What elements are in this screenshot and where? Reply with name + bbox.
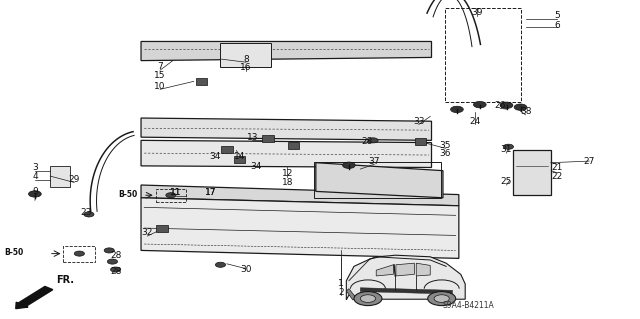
Polygon shape — [376, 265, 394, 276]
Text: 1: 1 — [339, 279, 344, 288]
Text: 18: 18 — [282, 178, 293, 187]
Polygon shape — [513, 150, 551, 195]
Text: FR.: FR. — [56, 275, 74, 285]
Text: 38: 38 — [520, 107, 531, 116]
Text: 28: 28 — [110, 267, 122, 276]
Bar — [50, 166, 70, 187]
Polygon shape — [346, 289, 357, 300]
Bar — [415, 138, 426, 145]
Text: 33: 33 — [413, 117, 424, 126]
Text: 11: 11 — [170, 188, 182, 197]
Circle shape — [29, 191, 41, 197]
Text: 32: 32 — [141, 228, 153, 237]
Text: 27: 27 — [584, 157, 595, 166]
Text: 23: 23 — [80, 208, 92, 217]
Circle shape — [503, 144, 513, 149]
Circle shape — [108, 259, 118, 264]
Text: 25: 25 — [501, 177, 512, 186]
Circle shape — [428, 292, 456, 306]
Bar — [445, 8, 521, 102]
Text: 26: 26 — [495, 101, 506, 110]
Circle shape — [216, 262, 225, 267]
Text: 8: 8 — [243, 55, 249, 63]
Circle shape — [111, 267, 121, 272]
Text: 6: 6 — [554, 21, 560, 30]
Text: 31: 31 — [500, 145, 512, 154]
Text: 9: 9 — [32, 187, 38, 196]
Bar — [221, 43, 271, 67]
Bar — [196, 78, 207, 85]
Text: 28: 28 — [110, 251, 122, 260]
Text: 22: 22 — [552, 172, 563, 181]
Text: 5: 5 — [554, 11, 560, 20]
Text: 35: 35 — [440, 141, 451, 150]
Text: 24: 24 — [469, 117, 481, 126]
Bar — [234, 156, 245, 163]
Circle shape — [451, 106, 463, 113]
Bar — [262, 135, 274, 142]
Text: 4: 4 — [32, 172, 38, 181]
Text: 12: 12 — [282, 169, 293, 178]
Circle shape — [434, 295, 449, 302]
Text: 21: 21 — [552, 163, 563, 172]
Text: 17: 17 — [205, 188, 217, 197]
Text: 30: 30 — [240, 265, 252, 274]
Text: 13: 13 — [246, 133, 258, 142]
Text: 34: 34 — [250, 162, 262, 171]
Text: 34: 34 — [210, 152, 221, 161]
Text: 28: 28 — [361, 137, 372, 146]
Circle shape — [104, 248, 115, 253]
Polygon shape — [316, 163, 443, 198]
Bar — [221, 146, 232, 153]
Text: 3: 3 — [32, 163, 38, 172]
Text: 36: 36 — [440, 149, 451, 158]
Polygon shape — [416, 263, 430, 276]
Circle shape — [74, 251, 84, 256]
Text: 16: 16 — [240, 63, 252, 72]
Circle shape — [360, 295, 376, 302]
Bar — [288, 142, 300, 149]
Circle shape — [84, 212, 94, 217]
Circle shape — [474, 101, 486, 108]
Circle shape — [368, 138, 378, 143]
Circle shape — [342, 162, 355, 168]
Bar — [156, 189, 186, 202]
Bar — [314, 162, 441, 198]
Text: 37: 37 — [369, 157, 380, 166]
Polygon shape — [141, 185, 459, 206]
Circle shape — [354, 292, 382, 306]
Polygon shape — [360, 288, 452, 294]
Polygon shape — [141, 198, 459, 258]
FancyArrow shape — [16, 286, 53, 308]
Text: B-50: B-50 — [118, 190, 138, 199]
Text: 17: 17 — [205, 189, 217, 197]
Polygon shape — [141, 41, 431, 61]
Text: 2: 2 — [339, 288, 344, 297]
Text: 14: 14 — [234, 152, 245, 161]
Text: 11: 11 — [170, 189, 182, 197]
Polygon shape — [346, 255, 465, 300]
Text: S9A4-B4211A: S9A4-B4211A — [442, 301, 494, 310]
Text: B-50: B-50 — [4, 249, 24, 257]
Text: 29: 29 — [68, 175, 80, 184]
Bar — [156, 225, 168, 232]
Text: 15: 15 — [154, 71, 166, 80]
Text: 10: 10 — [154, 82, 166, 91]
Polygon shape — [141, 118, 431, 140]
Polygon shape — [141, 140, 431, 167]
Text: 7: 7 — [157, 62, 163, 71]
Polygon shape — [396, 263, 414, 276]
Text: 39: 39 — [471, 8, 483, 17]
Circle shape — [166, 193, 176, 198]
Bar — [63, 246, 95, 262]
Circle shape — [514, 104, 527, 110]
Circle shape — [500, 102, 513, 108]
